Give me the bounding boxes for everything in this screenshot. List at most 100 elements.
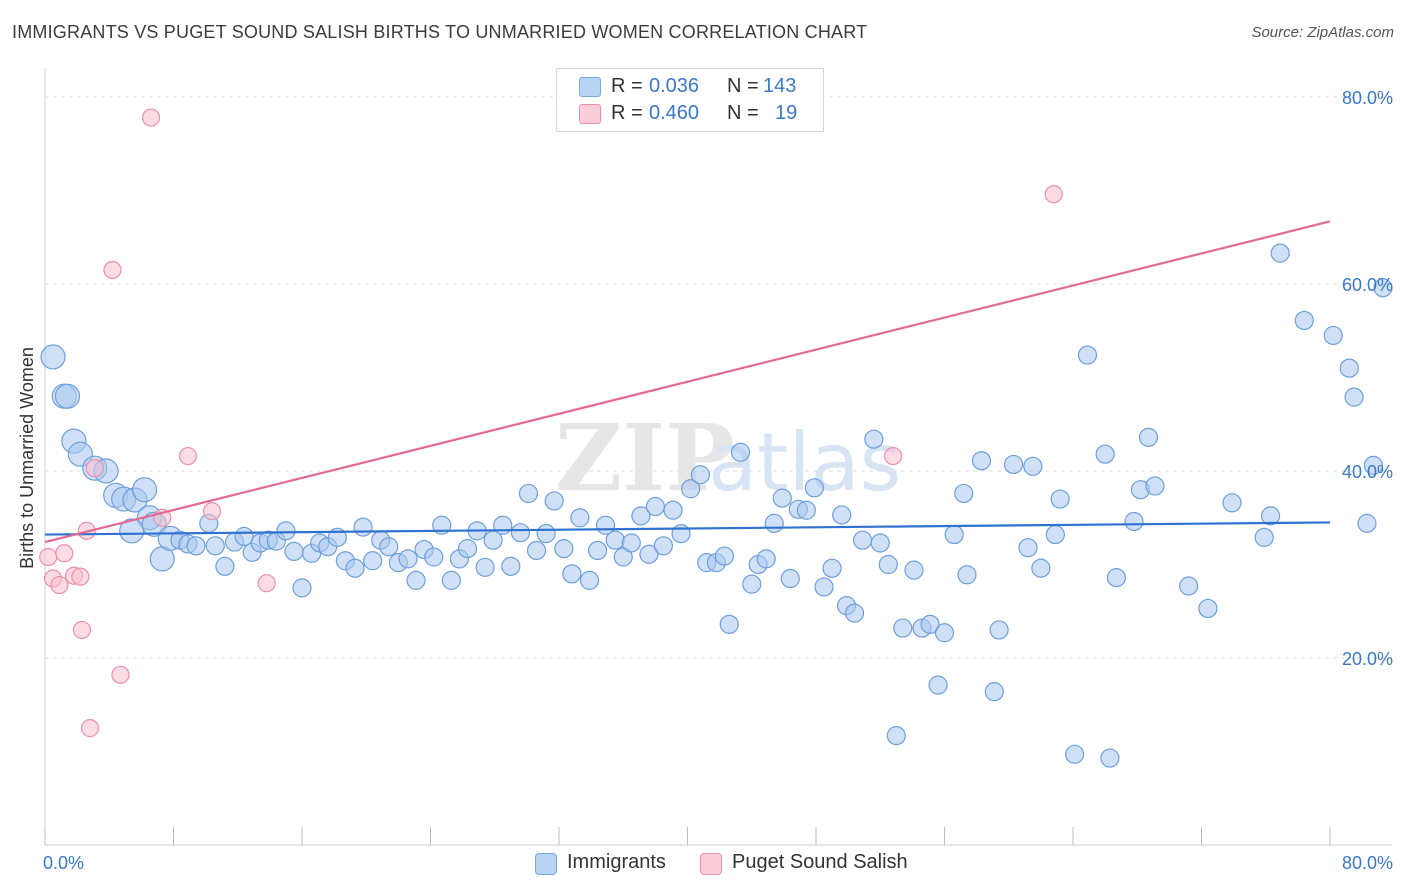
data-point [893,618,913,638]
data-point [257,574,276,593]
data-point [639,544,659,564]
tick-labels: 20.0% 40.0% 60.0% 80.0% 0.0% 80.0% [43,88,1393,873]
watermark: ZIP atlas [555,404,901,512]
data-point [852,530,873,550]
data-point [1095,444,1115,464]
data-point [690,465,710,485]
bottom-legend-label: Puget Sound Salish [732,851,908,873]
data-point [1260,506,1281,526]
data-point [562,564,582,584]
data-point [111,665,130,684]
data-point [186,536,206,556]
bottom-legend-swatch-puget-sound-salish [700,853,722,875]
series-puget-sound-salish-points [39,108,1063,738]
data-point [276,521,296,541]
data-point [878,554,898,575]
y-axis-label: Births to Unmarried Women [17,347,37,569]
data-point [883,446,903,466]
data-point [1323,325,1343,346]
y-tick-label: 20.0% [1342,649,1393,669]
data-point [1018,538,1038,558]
data-point [764,513,784,533]
trend-line [44,220,1331,544]
data-point [957,565,977,585]
legend-r-label: R = [611,75,643,97]
data-point [544,491,564,511]
legend-n-label: N = [727,75,759,97]
data-point [1106,567,1126,588]
data-point [904,560,924,580]
legend-r-label: R = [611,102,643,124]
data-point [39,547,58,567]
data-point [681,479,701,499]
legend-r-value: 0.460 [649,102,700,124]
data-point [1222,493,1242,513]
data-point [178,446,198,466]
data-point [971,451,992,471]
data-point [1031,558,1051,578]
data-point [493,515,513,535]
data-point [379,537,399,557]
data-point [570,508,590,528]
data-point [1138,427,1159,447]
data-point [621,533,641,553]
legend-box: R = 0.036 N = 143 R = 0.460 N = 19 [556,68,824,132]
data-point [989,620,1009,640]
data-point [920,614,940,634]
data-point [141,108,161,127]
data-point [345,558,365,578]
data-point [80,719,100,738]
data-point [1363,455,1383,475]
data-point [814,577,834,597]
data-point [1003,454,1024,475]
data-point [1065,744,1085,764]
data-point [353,517,373,537]
data-point [363,551,383,571]
trend-line [44,521,1331,536]
data-point [284,541,304,562]
data-point [1339,358,1359,378]
data-point [886,726,906,746]
data-point [772,488,792,508]
series-immigrants-points [40,243,1393,768]
data-point [984,682,1004,702]
data-point [1179,576,1199,596]
data-point [55,544,74,563]
data-point [1045,524,1065,545]
data-point [587,540,608,561]
data-point [457,539,478,559]
legend-n-value: 143 [763,75,797,97]
data-point [131,477,158,503]
data-point [1044,185,1063,204]
data-point [579,570,600,590]
data-point [631,506,651,526]
data-point [954,483,974,504]
data-point [72,620,92,640]
data-point [742,574,762,594]
chart-title: IMMIGRANTS VS PUGET SOUND SALISH BIRTHS … [12,22,868,42]
data-point [215,556,235,576]
data-point [653,536,674,556]
legend-n-label: N = [727,102,759,124]
data-point [292,578,312,598]
legend-swatch-immigrants [579,77,601,97]
data-point [501,556,521,576]
data-point [1344,387,1364,407]
source-label: Source: ZipAtlas.com [1251,24,1394,41]
data-point [518,483,539,504]
data-point [554,539,574,559]
data-point [671,524,691,544]
data-point [103,260,122,280]
data-point [1050,489,1070,509]
data-point [71,567,90,586]
data-point [934,623,955,643]
data-point [928,675,948,695]
data-point [796,500,816,520]
axes [44,68,1392,846]
data-point [234,526,254,547]
y-tick-label: 60.0% [1342,275,1393,295]
watermark-zip: ZIP [555,404,734,512]
y-tick-label: 80.0% [1342,88,1393,108]
data-point [719,614,739,634]
